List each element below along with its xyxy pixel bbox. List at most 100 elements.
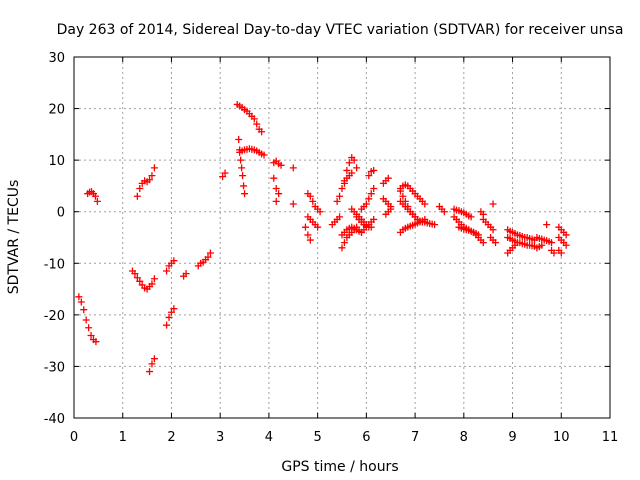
data-point xyxy=(370,166,378,174)
data-point xyxy=(136,277,144,285)
y-axis-ticks: -40 -30 -20 -10 0 10 20 30 xyxy=(44,51,610,427)
data-point xyxy=(221,169,229,177)
series-s39 xyxy=(435,203,448,216)
data-point xyxy=(146,176,154,184)
data-point xyxy=(306,236,314,244)
data-point xyxy=(133,192,141,200)
series-s25 xyxy=(333,169,356,205)
data-point xyxy=(440,208,448,216)
data-point xyxy=(240,182,248,190)
series-s23 xyxy=(338,223,361,252)
x-tick-label: 6 xyxy=(362,430,370,445)
data-points xyxy=(75,100,570,376)
series-s1 xyxy=(75,293,100,346)
series-s16 xyxy=(272,197,297,208)
data-point xyxy=(316,208,324,216)
data-point xyxy=(562,231,570,239)
series-s18 xyxy=(304,190,324,216)
data-point xyxy=(367,190,375,198)
series-s30 xyxy=(357,185,378,213)
y-axis-label: SDTVAR / TECUs xyxy=(6,180,22,295)
data-point xyxy=(338,185,346,193)
series-s5 xyxy=(146,355,158,376)
data-point xyxy=(131,270,139,278)
y-tick-label: 20 xyxy=(48,103,65,118)
data-point xyxy=(333,197,341,205)
y-tick-label: -20 xyxy=(44,309,65,324)
series-s37 xyxy=(396,187,419,221)
series-s3 xyxy=(128,267,158,293)
x-tick-label: 2 xyxy=(167,430,175,445)
data-point xyxy=(204,253,212,261)
series-s56 xyxy=(555,246,565,257)
series-s33 xyxy=(379,195,395,211)
series-s21 xyxy=(328,213,344,229)
data-point xyxy=(338,244,346,252)
data-point xyxy=(557,249,565,257)
data-point xyxy=(150,275,158,283)
y-tick-label: 30 xyxy=(48,51,65,66)
data-point xyxy=(343,166,351,174)
series-s43 xyxy=(477,208,487,218)
data-point xyxy=(270,174,278,182)
data-point xyxy=(170,257,178,265)
data-point xyxy=(467,213,475,221)
series-s19 xyxy=(304,213,322,231)
data-point xyxy=(92,338,100,346)
data-point xyxy=(543,221,551,229)
data-point xyxy=(370,215,378,223)
data-point xyxy=(479,239,487,247)
data-point xyxy=(238,164,246,172)
data-point xyxy=(258,128,266,136)
data-point xyxy=(489,200,497,208)
x-tick-label: 3 xyxy=(216,430,224,445)
data-point xyxy=(260,151,268,159)
x-tick-label: 0 xyxy=(70,430,78,445)
data-point xyxy=(399,192,407,200)
data-point xyxy=(538,241,546,249)
data-point xyxy=(150,164,158,172)
x-axis-label: GPS time / hours xyxy=(281,459,398,475)
data-point xyxy=(148,172,156,180)
series-s2 xyxy=(84,188,101,205)
data-point xyxy=(91,192,99,200)
data-point xyxy=(85,324,93,332)
data-point xyxy=(345,159,353,167)
data-point xyxy=(182,270,190,278)
data-point xyxy=(289,164,297,172)
series-s28 xyxy=(357,215,378,236)
data-point xyxy=(272,197,280,205)
data-point xyxy=(489,226,497,234)
data-point xyxy=(87,331,95,339)
data-point xyxy=(289,200,297,208)
series-s4 xyxy=(133,164,158,200)
data-point xyxy=(82,316,90,324)
data-point xyxy=(336,213,344,221)
series-s6 xyxy=(163,257,178,275)
series-s8 xyxy=(180,270,190,280)
data-point xyxy=(80,306,88,314)
series-s10 xyxy=(219,169,229,181)
series-s14 xyxy=(270,157,285,169)
data-point xyxy=(236,146,244,154)
data-point xyxy=(353,164,361,172)
data-point xyxy=(253,120,261,128)
data-point xyxy=(235,136,243,144)
series-s55 xyxy=(555,234,570,249)
series-s15 xyxy=(270,174,283,198)
series-s17 xyxy=(289,164,297,172)
x-tick-label: 11 xyxy=(602,430,619,445)
data-point xyxy=(93,197,101,205)
series-s47 xyxy=(504,226,538,244)
data-point xyxy=(219,173,227,181)
data-point xyxy=(511,241,519,249)
data-point xyxy=(404,203,412,211)
data-point xyxy=(309,197,317,205)
data-point xyxy=(314,223,322,231)
series-s7 xyxy=(163,305,178,329)
data-point xyxy=(550,249,558,257)
y-tick-label: -30 xyxy=(44,360,65,375)
data-point xyxy=(150,355,158,363)
data-point xyxy=(163,321,171,329)
data-point xyxy=(275,190,283,198)
